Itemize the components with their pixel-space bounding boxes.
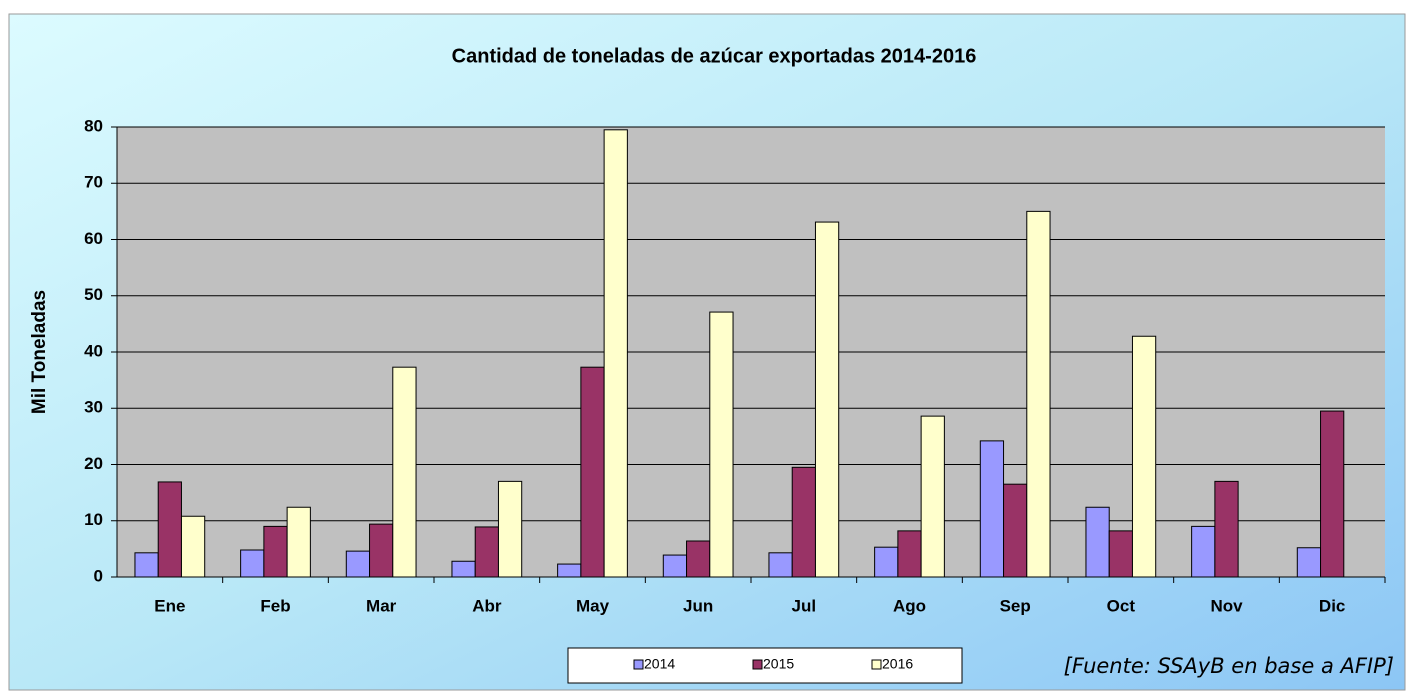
bar [1320,410,1345,578]
source-note: [Fuente: SSAyB en base a AFIP] [1064,654,1394,678]
bar [263,525,288,578]
bar [814,221,840,578]
bar [979,440,1005,578]
bar [662,554,688,578]
y-tick-label: 40 [84,341,103,360]
bar [1108,530,1133,578]
y-tick-label: 80 [84,116,103,135]
y-tick-label: 0 [94,566,103,585]
x-tick-label: Ago [893,596,926,615]
x-tick-label: Abr [472,596,502,615]
legend-swatch [633,659,644,670]
y-tick-label: 10 [84,510,103,529]
x-tick-label: Nov [1210,596,1243,615]
bar [1191,525,1216,578]
bar [557,563,582,578]
bar [157,481,182,578]
bar [369,523,394,578]
y-tick-label: 50 [84,285,103,304]
legend-box [567,647,963,684]
bar [240,549,265,578]
bar [180,515,206,578]
bar [709,311,734,578]
x-tick-label: Oct [1107,596,1136,615]
bar [345,550,371,578]
bar [920,415,945,578]
x-tick-label: Jul [792,596,817,615]
bar [603,129,628,578]
legend-label: 2015 [763,656,794,672]
x-tick-label: Feb [260,596,290,615]
bar [1003,483,1028,578]
y-tick-label: 20 [84,454,103,473]
y-tick-label: 60 [84,229,103,248]
x-tick-label: Jun [683,596,713,615]
bar [474,526,499,578]
chart-title: Cantidad de toneladas de azúcar exportad… [452,45,977,67]
legend-swatch [871,659,882,670]
bar [1085,506,1110,578]
y-axis-label: Mil Toneladas [29,290,50,414]
bar [1131,335,1157,578]
bar [897,530,922,578]
x-tick-label: May [576,596,610,615]
x-tick-label: Dic [1319,596,1345,615]
legend-label: 2016 [882,656,913,672]
bar [686,540,711,578]
bar [392,366,417,578]
bar [768,552,793,578]
y-tick-label: 70 [84,173,103,192]
x-tick-label: Ene [154,596,185,615]
bar [874,546,899,578]
y-tick-label: 30 [84,398,103,417]
legend-label: 2014 [644,656,675,672]
bar [134,552,159,578]
x-tick-label: Sep [1000,596,1031,615]
bar [791,466,816,578]
bar [1214,480,1239,578]
legend-swatch [752,659,763,670]
bar [1026,210,1051,578]
bar [580,366,605,578]
x-tick-label: Mar [366,596,397,615]
bar [497,480,523,578]
bar [451,560,476,578]
bar [1296,547,1322,578]
bar [286,506,311,578]
